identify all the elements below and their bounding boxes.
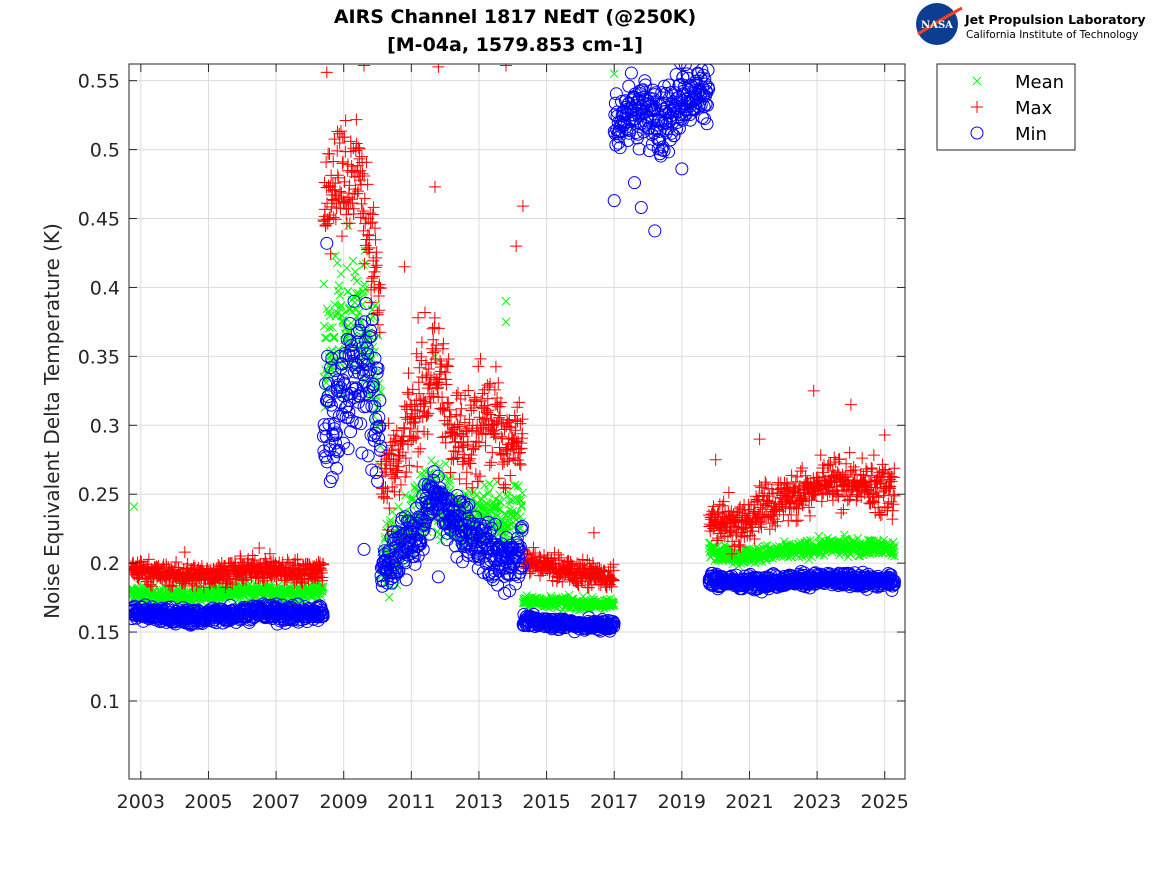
mean-point [479, 491, 488, 501]
mean-point [319, 279, 329, 289]
mean-point [505, 496, 514, 505]
mean-point [318, 582, 328, 592]
mean-point [350, 298, 360, 307]
mean-point [608, 600, 618, 610]
mean-point [333, 308, 343, 318]
mean-point [360, 284, 370, 293]
mean-point [329, 332, 339, 342]
mean-point [495, 490, 504, 499]
mean-point [330, 251, 340, 261]
mean-point [331, 309, 341, 318]
mean-point [483, 489, 493, 499]
mean-point [342, 263, 352, 273]
mean-point [434, 462, 444, 471]
mean-point [609, 601, 619, 610]
mean-point [394, 502, 403, 511]
mean-point [334, 281, 344, 290]
mean-point [510, 480, 520, 490]
nasa-wordmark: NASA [921, 20, 953, 31]
mean-point [358, 260, 368, 270]
mean-point [354, 307, 364, 317]
mean-point [480, 481, 489, 490]
mean-point [350, 267, 360, 277]
mean-point [609, 599, 619, 608]
mean-point [330, 369, 340, 379]
nasa-swoosh-icon [917, 6, 963, 36]
mean-point [518, 488, 527, 498]
mean-point [419, 466, 429, 476]
mean-point [325, 323, 334, 333]
mean-point [348, 256, 358, 266]
mean-point [441, 459, 450, 469]
mean-point [333, 258, 342, 268]
mean-point [384, 592, 394, 602]
mean-point [517, 500, 526, 510]
mean-point [484, 487, 494, 497]
mean-point [319, 321, 329, 331]
logo-lab-name: Jet Propulsion Laboratory [964, 12, 1145, 27]
mean-point [414, 485, 423, 495]
logo-institution: California Institute of Technology [966, 29, 1138, 41]
mean-point [375, 441, 385, 451]
mean-point [471, 490, 481, 500]
mean-point [335, 290, 345, 300]
mean-point [369, 411, 379, 421]
mean-point [515, 512, 525, 521]
mean-point [352, 276, 362, 286]
mean-point [485, 479, 494, 488]
mean-point [475, 501, 485, 510]
chart-title: AIRS Channel 1817 NEdT (@250K) [334, 6, 696, 28]
mean-point [318, 585, 328, 594]
mean-point [338, 315, 348, 325]
mean-point [328, 323, 337, 332]
mean-point [500, 528, 510, 538]
mean-point [516, 502, 526, 511]
mean-point [510, 510, 520, 520]
mean-point [504, 521, 514, 531]
mean-point [329, 333, 339, 343]
mean-point [320, 333, 330, 343]
mean-point [515, 494, 525, 504]
mean-point [513, 481, 523, 491]
mean-point [515, 523, 525, 533]
mean-point [336, 301, 346, 310]
jpl-nasa-logo: NASA Jet Propulsion Laboratory Californi… [916, 3, 1145, 45]
chart-subtitle: [M-04a, 1579.853 cm-1] [387, 34, 643, 56]
mean-point [322, 333, 331, 343]
mean-point [326, 364, 336, 374]
mean-point [374, 386, 384, 395]
mean-point [444, 478, 454, 488]
